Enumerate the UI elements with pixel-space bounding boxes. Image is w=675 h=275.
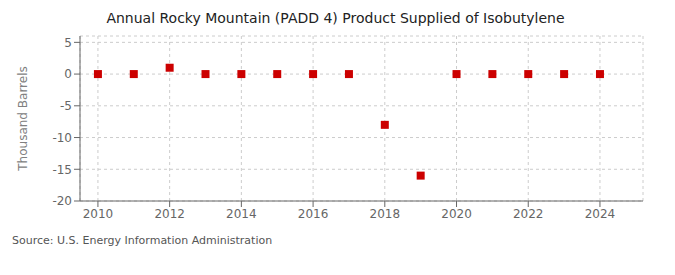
svg-text:5: 5 [64, 36, 72, 50]
svg-text:-15: -15 [52, 163, 72, 177]
svg-text:2024: 2024 [585, 207, 616, 221]
html-text:Source: U.S. Energy Informatio: Source: U.S. Energy Information Administ… [12, 234, 273, 247]
svg-text:-10: -10 [52, 131, 72, 145]
svg-text:2010: 2010 [83, 207, 114, 221]
svg-text:2020: 2020 [441, 207, 472, 221]
svg-text:-20: -20 [52, 194, 72, 208]
svg-text:2018: 2018 [370, 207, 401, 221]
svg-text:0: 0 [64, 67, 72, 81]
svg-text:2016: 2016 [298, 207, 329, 221]
html-text:Annual Rocky Mountain (PADD 4): Annual Rocky Mountain (PADD 4) Product S… [106, 10, 565, 26]
svg-text:2022: 2022 [513, 207, 544, 221]
svg-text:2012: 2012 [154, 207, 185, 221]
svg-text:-5: -5 [60, 99, 72, 113]
svg-text:2014: 2014 [226, 207, 257, 221]
svg-text:Thousand Barrels: Thousand Barrels [16, 66, 30, 171]
